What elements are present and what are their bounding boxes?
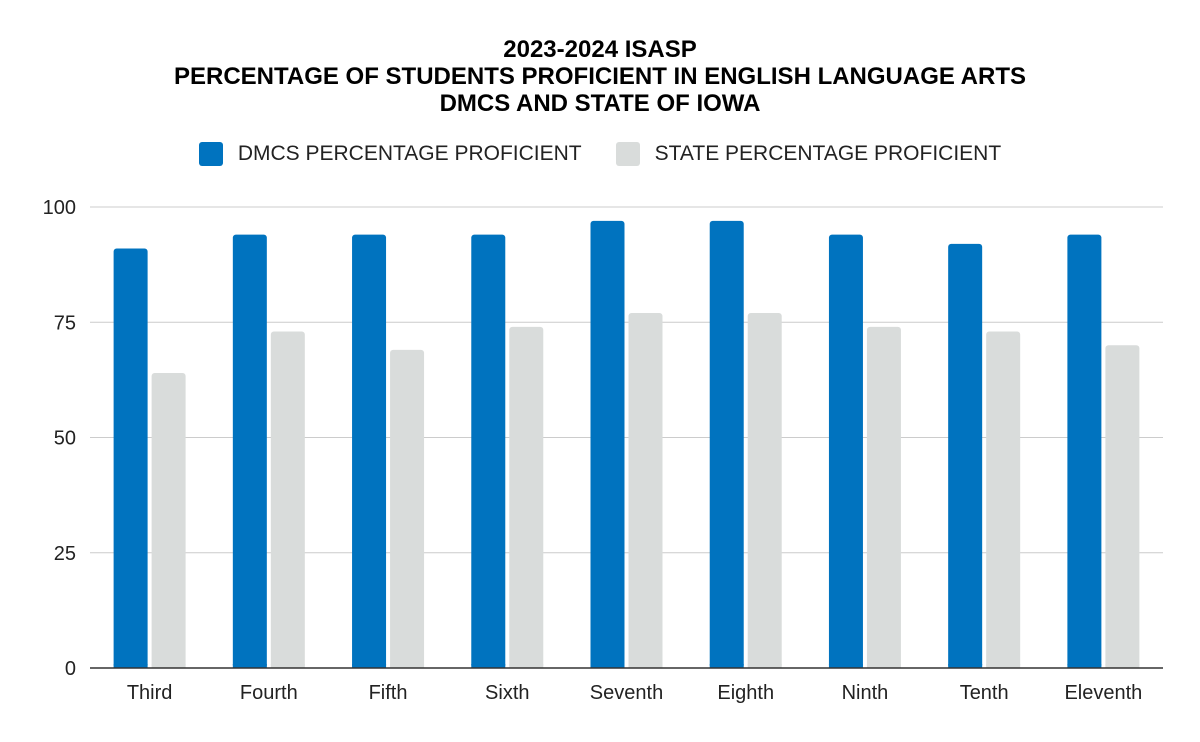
bar-base-dmcs-seventh [590,664,625,668]
bar-dmcs-ninth [828,234,863,668]
y-tick-label: 25 [54,543,76,565]
bar-state-fifth [390,349,425,668]
bar-dmcs-third [113,248,148,669]
legend: DMCS PERCENTAGE PROFICIENT STATE PERCENT… [0,142,1200,166]
bar-base-dmcs-fifth [352,664,387,668]
bar-base-state-tenth [986,664,1021,668]
bar-state-sixth [509,326,544,668]
bar-base-dmcs-ninth [828,664,863,668]
legend-swatch-state [615,142,640,166]
x-tick-label: Fifth [369,682,408,704]
bar-base-dmcs-tenth [948,664,983,668]
y-tick-label: 75 [54,312,76,334]
bar-base-dmcs-eleventh [1067,664,1102,668]
bar-dmcs-sixth [471,234,506,668]
bar-dmcs-seventh [590,220,625,668]
x-tick-label: Third [127,682,173,704]
bar-state-eleventh [1105,345,1140,668]
bar-base-state-eighth [747,664,782,668]
bar-base-state-fifth [390,664,425,668]
x-tick-label: Fourth [240,682,298,704]
bar-state-third [151,372,186,668]
legend-label-dmcs: DMCS PERCENTAGE PROFICIENT [237,142,582,165]
bar-base-dmcs-eighth [709,664,744,668]
bar-base-dmcs-sixth [471,664,506,668]
bar-dmcs-eleventh [1067,234,1102,668]
chart-title-line-1: 2023-2024 ISASP [503,36,697,63]
legend-swatch-dmcs [198,142,223,166]
bar-base-dmcs-third [113,664,148,668]
bar-state-seventh [628,313,663,668]
bar-base-state-eleventh [1105,664,1140,668]
bar-base-state-seventh [628,664,663,668]
bar-state-ninth [866,326,901,668]
bar-dmcs-fourth [232,234,267,668]
x-tick-label: Seventh [590,682,663,704]
bar-base-state-fourth [270,664,305,668]
legend-item-dmcs: DMCS PERCENTAGE PROFICIENT [198,142,582,166]
bar-dmcs-tenth [948,243,983,668]
y-tick-label: 100 [43,197,76,219]
bar-state-fourth [270,331,305,668]
x-tick-label: Ninth [842,682,889,704]
chart-title: 2023-2024 ISASP PERCENTAGE OF STUDENTS P… [0,36,1200,117]
legend-label-state: STATE PERCENTAGE PROFICIENT [654,142,1002,165]
x-tick-label: Eleventh [1064,682,1142,704]
chart-title-line-2: PERCENTAGE OF STUDENTS PROFICIENT IN ENG… [173,63,1027,90]
bar-dmcs-fifth [352,234,387,668]
y-tick-label: 50 [54,428,76,450]
bar-state-tenth [986,331,1021,668]
legend-item-state: STATE PERCENTAGE PROFICIENT [615,142,1002,166]
bar-base-state-sixth [509,664,544,668]
bar-base-state-third [151,664,186,668]
bar-state-eighth [747,313,782,668]
x-tick-label: Eighth [717,682,774,704]
y-tick-label: 0 [65,658,76,680]
bar-base-state-ninth [866,664,901,668]
bar-dmcs-eighth [709,220,744,668]
chart-title-line-3: DMCS AND STATE OF IOWA [439,90,761,117]
x-tick-label: Sixth [485,682,529,704]
bar-base-dmcs-fourth [232,664,267,668]
x-tick-label: Tenth [960,682,1009,704]
